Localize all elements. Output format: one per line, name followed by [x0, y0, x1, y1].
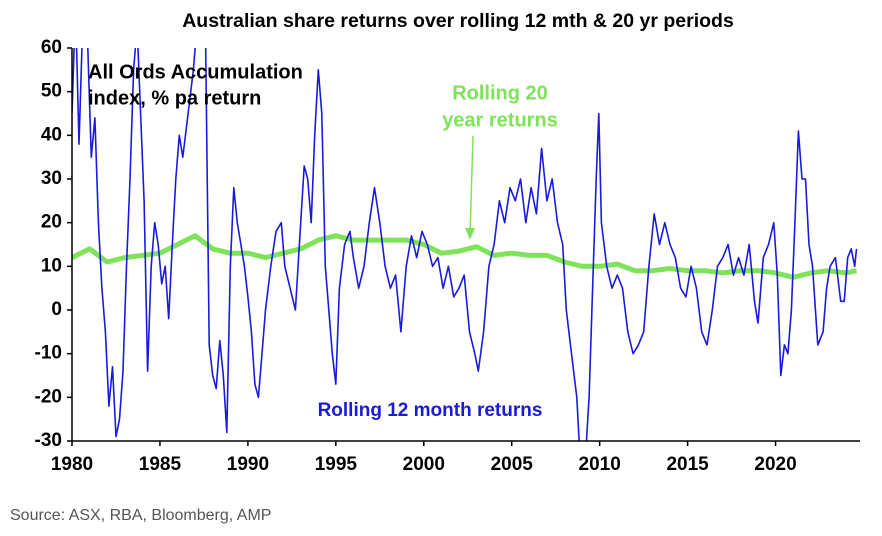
y-tick-label: -30 [35, 430, 62, 451]
x-tick-label: 2005 [491, 454, 534, 475]
y-tick-label: 30 [41, 168, 62, 189]
y-tick-label: 40 [41, 124, 62, 145]
x-tick-label: 2020 [754, 454, 796, 475]
x-tick-label: 1995 [315, 454, 358, 475]
y-tick-label: 0 [51, 299, 62, 320]
x-tick-label: 1990 [227, 454, 269, 475]
arrow [469, 135, 474, 237]
y-tick-label: 10 [41, 255, 62, 276]
index-label: All Ords Accumulation [88, 61, 303, 83]
arrow-head [465, 228, 475, 240]
source: Source: ASX, RBA, Bloomberg, AMP [10, 507, 271, 524]
series-line [72, 48, 858, 441]
green-label: Rolling 20 [452, 82, 548, 104]
y-tick-label: -10 [35, 343, 62, 364]
chart-title: Australian share returns over rolling 12… [182, 10, 734, 32]
x-tick-label: 2000 [403, 454, 445, 475]
blue-label: Rolling 12 month returns [318, 400, 543, 421]
y-tick-label: -20 [35, 386, 62, 407]
index-label: index, % pa return [88, 87, 261, 109]
y-tick-label: 60 [41, 37, 62, 58]
x-tick-label: 2015 [666, 454, 709, 475]
x-tick-label: 1980 [51, 454, 93, 475]
green-label: year returns [442, 109, 558, 131]
y-tick-label: 20 [41, 212, 62, 233]
x-tick-label: 1985 [139, 454, 182, 475]
series-line [72, 233, 858, 280]
y-tick-label: 50 [41, 81, 62, 102]
x-tick-label: 2010 [579, 454, 621, 475]
